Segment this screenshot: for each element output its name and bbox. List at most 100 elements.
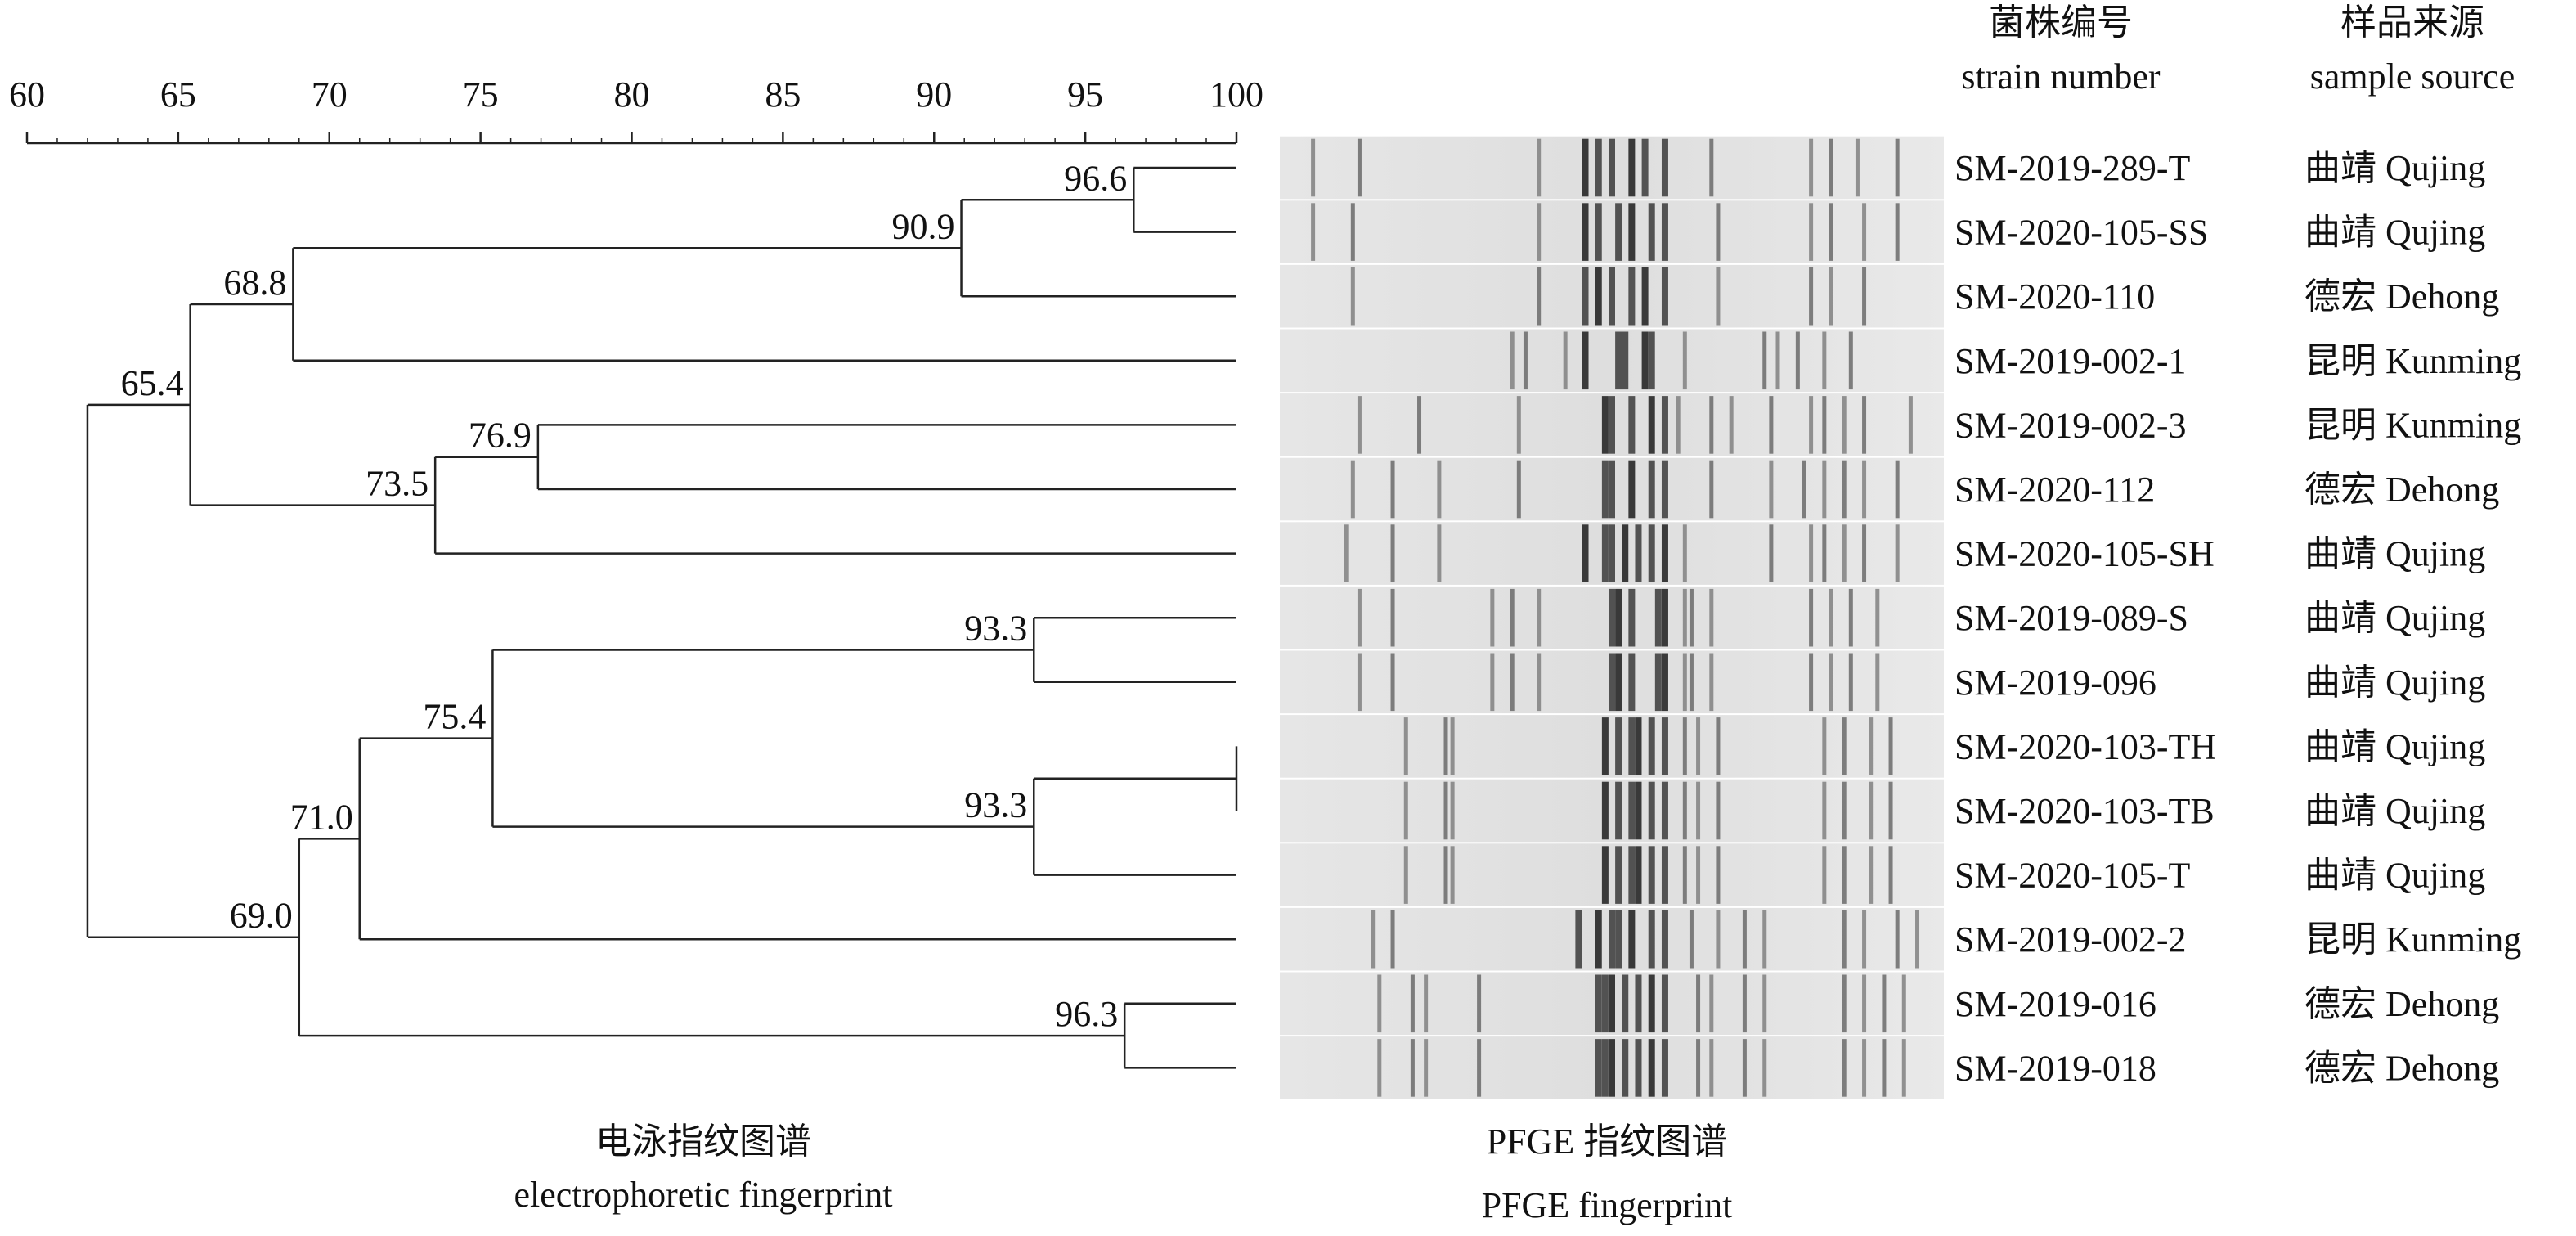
gel-band xyxy=(1809,653,1814,712)
gel-band xyxy=(1848,653,1853,712)
gel-band xyxy=(1888,781,1893,840)
gel-band xyxy=(1661,267,1668,326)
header-strain-cn: 菌株编号 xyxy=(1989,2,2133,43)
gel-band xyxy=(1357,653,1362,712)
sample-source: 德宏 Dehong xyxy=(2304,1048,2499,1088)
gel-band xyxy=(1582,524,1589,582)
gel-band xyxy=(1682,846,1687,904)
gel-lane xyxy=(1280,200,1944,263)
gel-band xyxy=(1443,846,1448,904)
gel-band xyxy=(1829,138,1833,197)
dendrogram-tree: 96.6 90.9 68.8 76.9 73.5 65.4 93.3 93.3 75.4 71.0… xyxy=(86,158,1238,1069)
gel-band xyxy=(1661,974,1668,1033)
gel-band xyxy=(1537,588,1542,647)
gel-band xyxy=(1350,203,1355,261)
gel-band xyxy=(1848,588,1853,647)
gel-band xyxy=(1809,588,1814,647)
axis-tick-label: 95 xyxy=(1067,74,1103,115)
gel-band xyxy=(1648,524,1655,582)
gel-band xyxy=(1842,781,1847,840)
gel-band xyxy=(1601,717,1609,775)
node-similarity-label: 96.3 xyxy=(1055,994,1118,1034)
gel-band xyxy=(1437,460,1442,519)
gel-band xyxy=(1628,717,1636,775)
gel-band xyxy=(1563,331,1568,390)
gel-band xyxy=(1609,910,1615,969)
gel-band xyxy=(1822,781,1827,840)
gel-band xyxy=(1661,588,1668,647)
header-source-cn: 样品来源 xyxy=(2340,2,2484,43)
gel-band xyxy=(1862,267,1867,326)
axis-tick-label: 60 xyxy=(9,74,45,115)
gel-band xyxy=(1628,460,1636,519)
gel-band xyxy=(1609,460,1615,519)
sample-source: 曲靖 Qujing xyxy=(2304,663,2485,703)
sample-source: 昆明 Kunming xyxy=(2304,341,2521,381)
gel-band xyxy=(1595,138,1602,197)
strain-number: SM-2019-002-1 xyxy=(1954,341,2187,381)
gel-band xyxy=(1595,267,1602,326)
gel-lane xyxy=(1280,843,1944,906)
sample-source: 曲靖 Qujing xyxy=(2304,534,2485,574)
gel-band xyxy=(1311,138,1316,197)
gel-band xyxy=(1628,267,1636,326)
strain-number: SM-2020-105-SS xyxy=(1954,213,2209,253)
gel-band xyxy=(1477,974,1482,1033)
gel-band xyxy=(1762,910,1767,969)
gel-band xyxy=(1689,653,1694,712)
header-strain-en: strain number xyxy=(1961,56,2161,97)
gel-band xyxy=(1377,974,1382,1033)
node-similarity-label: 76.9 xyxy=(469,416,532,456)
gel-band xyxy=(1661,653,1668,712)
gel-band xyxy=(1582,203,1589,261)
gel-band xyxy=(1716,846,1721,904)
strain-label-table: SM-2019-289-T 曲靖 Qujing SM-2020-105-SS 曲靖 Q… xyxy=(1954,148,2521,1088)
axis-tick-label: 65 xyxy=(160,74,196,115)
gel-band xyxy=(1609,974,1615,1033)
header-source-en: sample source xyxy=(2310,56,2515,97)
gel-band xyxy=(1855,138,1860,197)
gel-band xyxy=(1403,846,1408,904)
gel-band xyxy=(1862,910,1867,969)
gel-band xyxy=(1895,524,1900,582)
gel-band xyxy=(1628,910,1636,969)
axis-tick-label: 80 xyxy=(614,74,650,115)
gel-band xyxy=(1682,653,1687,712)
gel-band xyxy=(1682,331,1687,390)
gel-band xyxy=(1682,781,1687,840)
gel-band xyxy=(1862,524,1867,582)
gel-band xyxy=(1648,717,1655,775)
gel-band xyxy=(1443,781,1448,840)
gel-band xyxy=(1862,396,1867,454)
gel-band xyxy=(1609,588,1615,647)
gel-band xyxy=(1895,138,1900,197)
strain-number: SM-2019-096 xyxy=(1954,663,2156,703)
gel-band xyxy=(1875,653,1880,712)
gel-band xyxy=(1862,460,1867,519)
sample-source: 德宏 Dehong xyxy=(2304,984,2499,1024)
gel-band xyxy=(1829,588,1833,647)
gel-band xyxy=(1842,846,1847,904)
gel-band xyxy=(1582,331,1589,390)
gel-band xyxy=(1661,1039,1668,1097)
caption-mid-cn: PFGE 指纹图谱 xyxy=(1487,1121,1728,1162)
gel-band xyxy=(1601,781,1609,840)
sample-source: 曲靖 Qujing xyxy=(2304,148,2485,188)
gel-band xyxy=(1709,974,1714,1033)
gel-band xyxy=(1682,588,1687,647)
gel-band xyxy=(1895,910,1900,969)
gel-band xyxy=(1437,524,1442,582)
gel-band xyxy=(1609,396,1615,454)
gel-band xyxy=(1809,138,1814,197)
gel-band xyxy=(1822,846,1827,904)
gel-band xyxy=(1450,717,1455,775)
gel-band xyxy=(1615,203,1622,261)
gel-band xyxy=(1537,138,1542,197)
gel-band xyxy=(1601,974,1609,1033)
gel-band xyxy=(1661,524,1668,582)
gel-band xyxy=(1595,203,1602,261)
strain-number: SM-2020-103-TH xyxy=(1954,726,2216,766)
gel-band xyxy=(1622,331,1629,390)
gel-band xyxy=(1622,1039,1629,1097)
gel-band xyxy=(1822,331,1827,390)
